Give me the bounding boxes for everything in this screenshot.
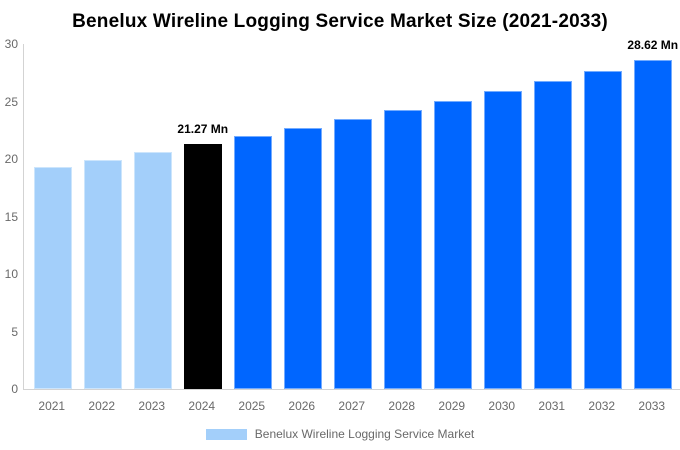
plot-area: 21.27 Mn 28.62 Mn [23, 38, 680, 390]
x-tick-2027: 2027 [338, 399, 366, 413]
bar-value-label-2024: 21.27 Mn [177, 122, 229, 137]
x-tick-2033: 2033 [638, 399, 666, 413]
x-tick-2026: 2026 [288, 399, 316, 413]
y-tick-10: 10 [4, 267, 18, 281]
chart-title: Benelux Wireline Logging Service Market … [72, 11, 608, 32]
y-tick-0: 0 [11, 382, 18, 396]
bar-2027 [334, 118, 372, 389]
bar-2024 [184, 144, 222, 389]
y-tick-15: 15 [4, 209, 18, 224]
bar-value-label-2033: 28.62 Mn [627, 37, 679, 52]
bar-2026 [284, 127, 322, 389]
x-tick-2030: 2030 [488, 399, 516, 413]
y-tick-25: 25 [4, 94, 18, 109]
x-tick-2032: 2032 [588, 399, 616, 413]
bar-2021 [34, 167, 72, 389]
bar-2031 [534, 80, 572, 389]
x-tick-2028: 2028 [388, 399, 416, 413]
bar-2022 [84, 160, 122, 389]
bar-2030 [484, 90, 522, 389]
y-tick-5: 5 [11, 324, 18, 339]
legend-item[interactable]: Benelux Wireline Logging Service Market [0, 425, 680, 443]
bar-2029 [434, 100, 472, 389]
bar-2033 [634, 59, 672, 389]
y-tick-20: 20 [4, 152, 18, 166]
bar-2025 [234, 136, 272, 389]
bar-2028 [384, 109, 422, 389]
x-tick-2031: 2031 [538, 399, 566, 413]
x-tick-2022: 2022 [88, 399, 116, 413]
x-tick-2021: 2021 [38, 399, 66, 413]
y-tick-30: 30 [4, 37, 18, 51]
x-tick-2025: 2025 [238, 399, 266, 413]
legend-label: Benelux Wireline Logging Service Market [254, 427, 475, 441]
x-tick-2023: 2023 [138, 399, 166, 413]
x-tick-2029: 2029 [438, 399, 466, 413]
bar-2023 [134, 152, 172, 389]
x-tick-2024: 2024 [188, 399, 216, 413]
bar-2032 [584, 70, 622, 389]
legend-swatch [205, 428, 247, 440]
